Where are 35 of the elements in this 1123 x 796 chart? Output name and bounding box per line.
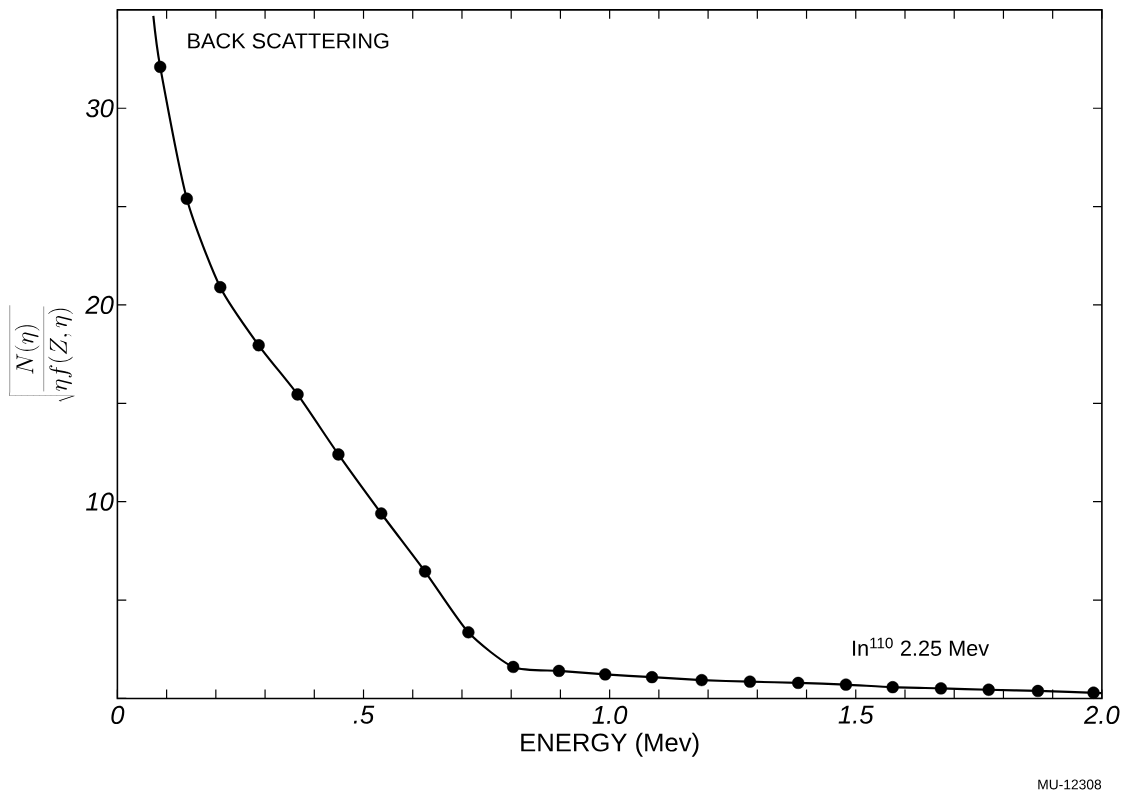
point [291, 388, 304, 401]
y-axis-title: $\sqrt{\frac{N(\eta)}{\eta f(Z,\eta)}}$ [9, 305, 75, 402]
point [154, 60, 167, 73]
point [552, 664, 566, 677]
point [982, 683, 995, 696]
point [375, 507, 388, 520]
point [332, 448, 345, 461]
point [252, 339, 265, 352]
point [792, 676, 805, 689]
point [695, 673, 708, 687]
point [886, 681, 899, 694]
point [507, 660, 520, 674]
y-tick-label: 30 [85, 99, 114, 118]
point [934, 682, 948, 695]
point [180, 192, 193, 205]
point [1031, 684, 1045, 698]
point [839, 678, 853, 691]
annotation: BACK SCATTERING [188, 33, 389, 49]
x-tick-label: .5 [353, 705, 375, 724]
point [214, 281, 227, 294]
x-tick-label: 1.0 [592, 705, 628, 724]
point [1087, 686, 1100, 699]
point [462, 626, 475, 639]
point [599, 668, 612, 681]
y-tick-label: 20 [85, 295, 114, 314]
text: MU-12308 [1038, 779, 1102, 790]
point [743, 675, 757, 688]
x-tick-label: 0 [111, 705, 125, 724]
x-tick-label: 2.0 [1083, 705, 1120, 724]
point [645, 671, 659, 684]
annotation: In$^{110}$ 2.25 Mev [853, 637, 990, 656]
y-tick-label: 10 [86, 492, 114, 511]
point [418, 565, 432, 578]
x-tick-label: 1.5 [838, 705, 874, 724]
x-axis-title: ENERGY (Mev) [521, 732, 699, 757]
